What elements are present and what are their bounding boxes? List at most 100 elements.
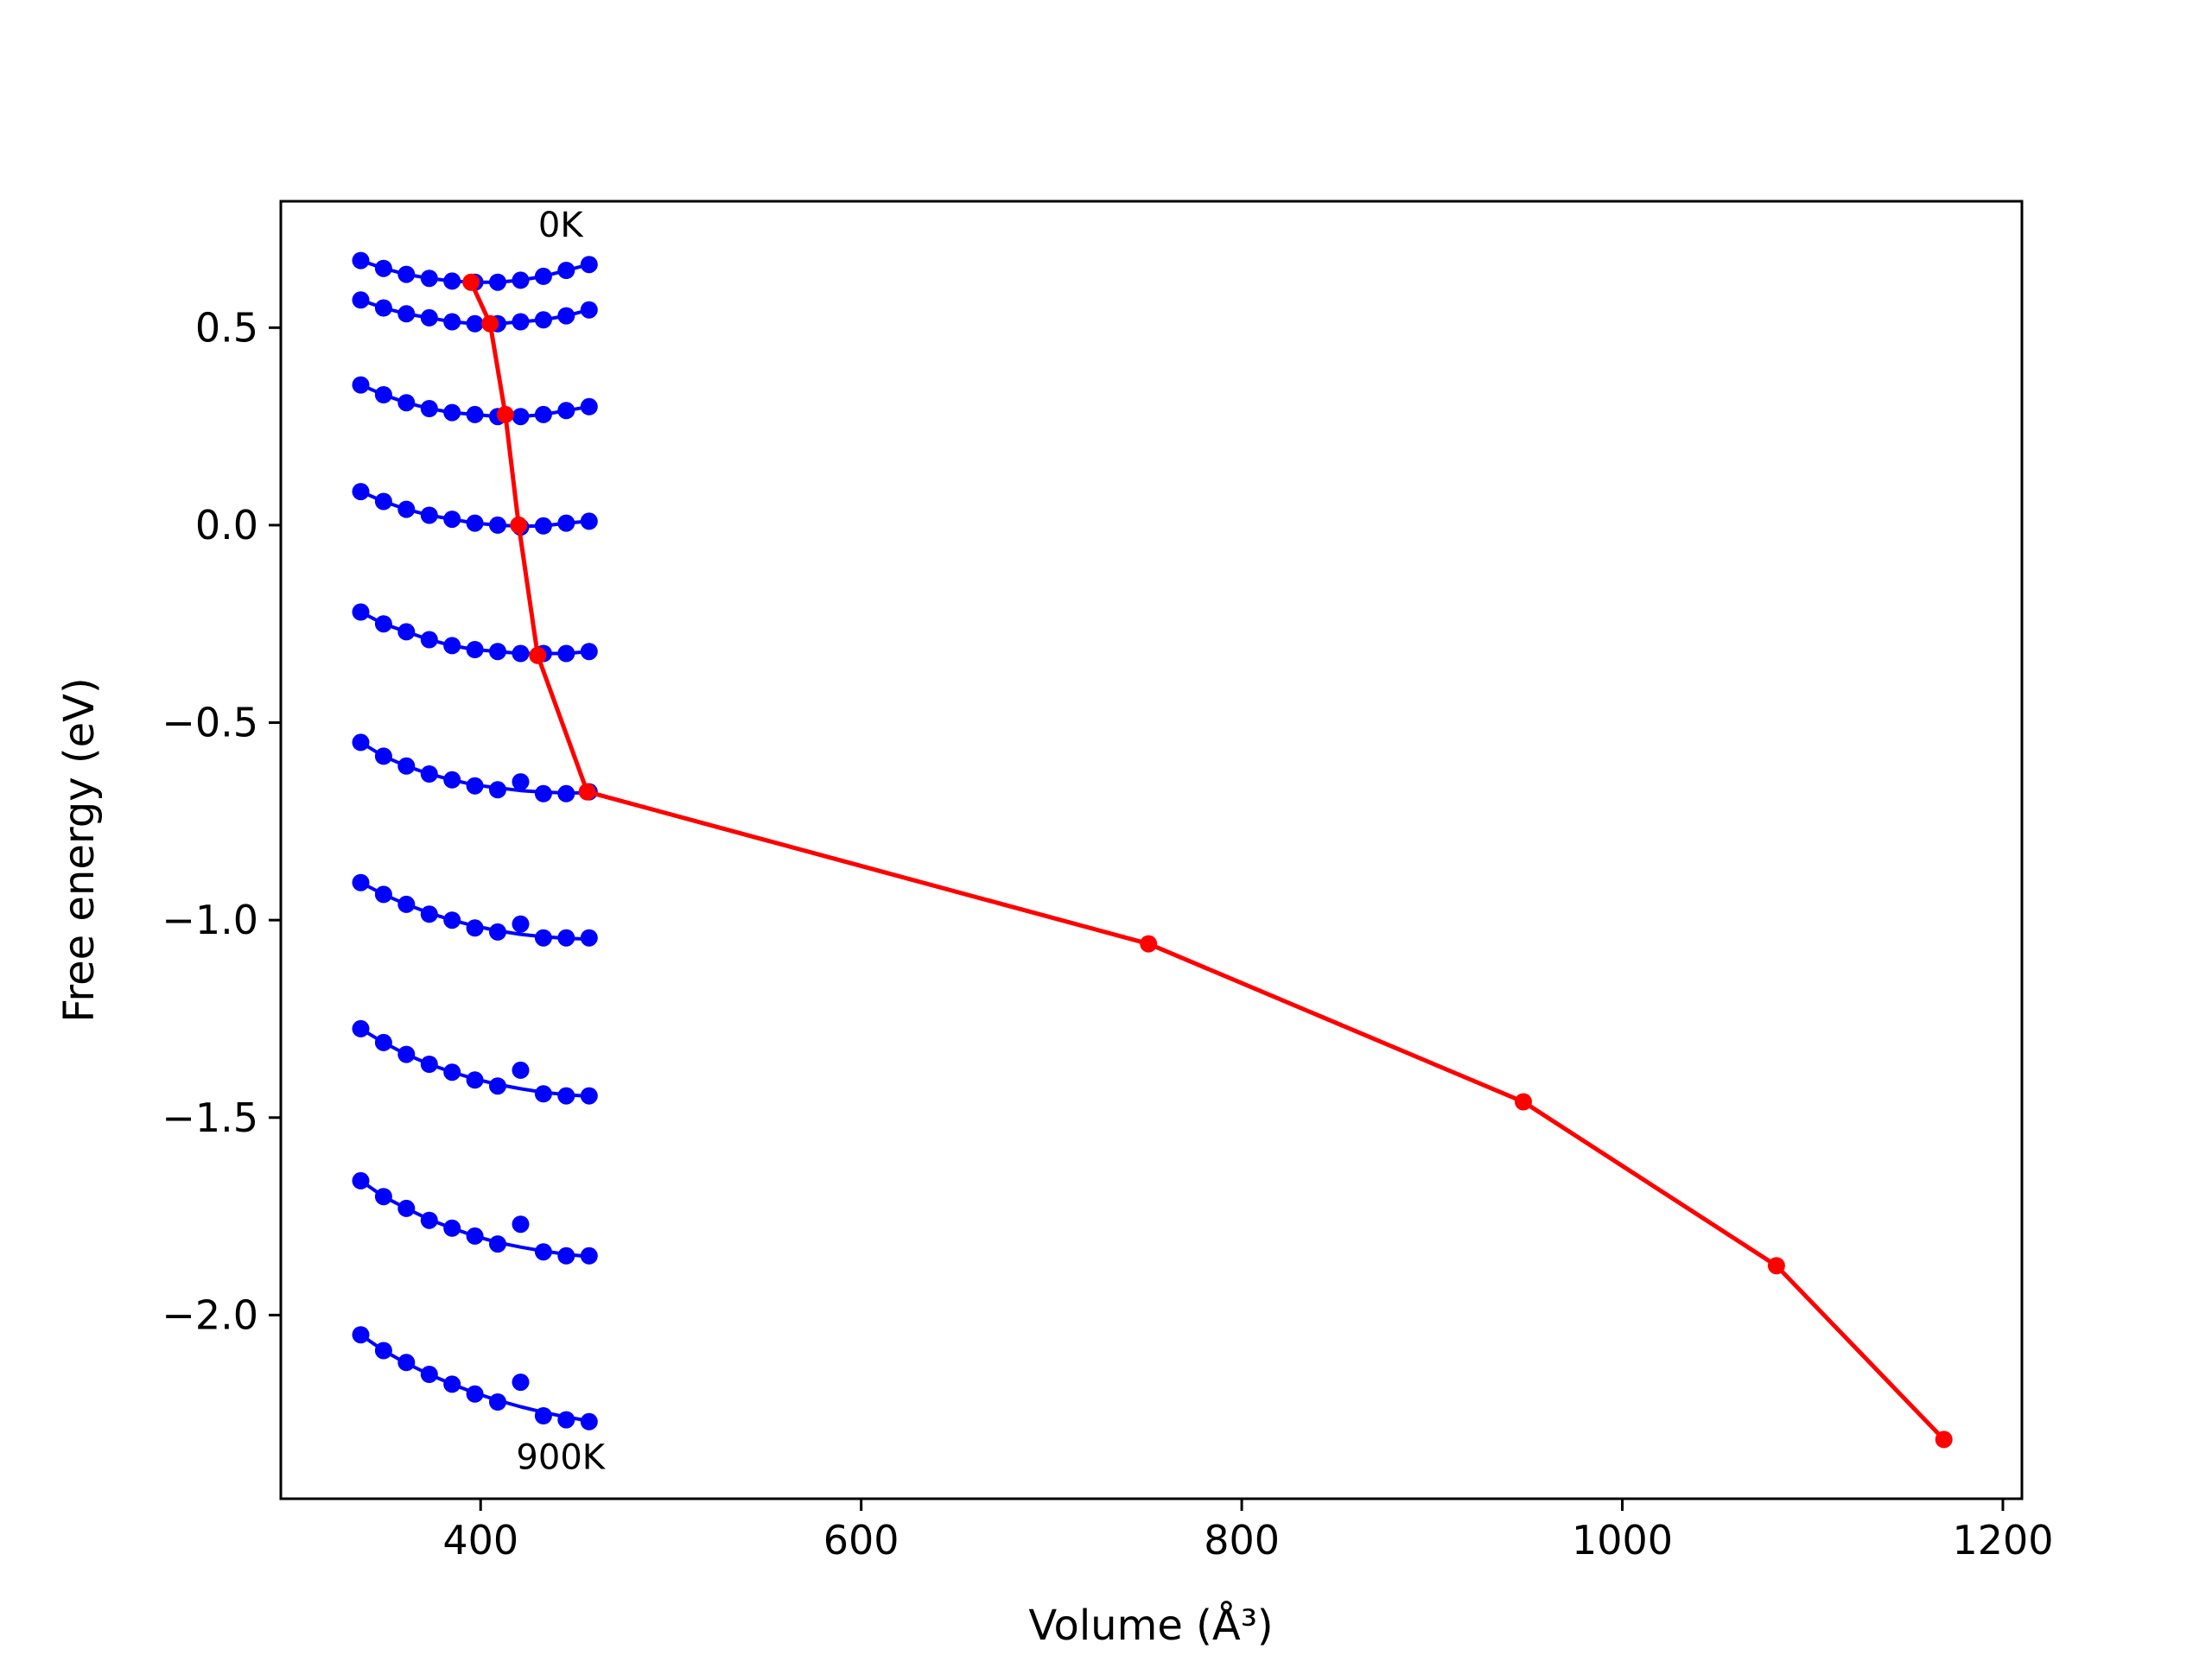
isotherm-point-9-5 — [466, 1385, 484, 1403]
isotherm-point-8-0 — [352, 1171, 370, 1189]
isotherm-point-4-10 — [580, 643, 598, 661]
isotherm-point-2-1 — [374, 386, 392, 403]
isotherm-point-8-2 — [397, 1199, 416, 1217]
isotherm-point-7-5 — [466, 1071, 484, 1089]
isotherm-point-7-2 — [397, 1045, 416, 1063]
isotherm-point-7-1 — [374, 1033, 392, 1051]
isotherm-point-1-0 — [352, 291, 370, 309]
isotherm-point-4-2 — [397, 623, 416, 641]
envelope-line — [468, 281, 1946, 1442]
isotherm-point-8-1 — [374, 1188, 392, 1206]
isotherm-point-4-0 — [352, 603, 370, 621]
isotherm-point-4-5 — [466, 641, 484, 658]
isotherm-point-8-4 — [443, 1219, 461, 1237]
isotherm-point-8-5 — [466, 1227, 484, 1245]
isotherm-point-8-8 — [534, 1243, 552, 1261]
isotherm-point-6-9 — [557, 929, 575, 947]
isotherm-point-5-5 — [466, 777, 484, 795]
isotherm-point-3-4 — [443, 511, 461, 529]
y-axis-label: Free energy (eV) — [55, 677, 104, 1022]
isotherm-point-7-10 — [580, 1087, 598, 1105]
envelope-point-4 — [529, 646, 547, 664]
y-tick-label: 0.0 — [195, 502, 258, 549]
isotherm-point-8-10 — [580, 1246, 598, 1265]
isotherm-point-5-4 — [443, 771, 461, 789]
isotherm-point-0-1 — [374, 259, 392, 277]
isotherm-point-7-8 — [534, 1085, 552, 1103]
isotherm-point-1-2 — [397, 305, 416, 323]
envelope-point-1 — [481, 314, 499, 333]
isotherm-point-6-2 — [397, 895, 416, 913]
x-tick-label: 1200 — [1952, 1517, 2053, 1564]
envelope-point-5 — [578, 783, 596, 801]
annotations-group: 0K 900K — [516, 206, 606, 1478]
y-axis-ticks: 0.5 0.0 −0.5 −1.0 −1.5 −2.0 — [162, 304, 281, 1338]
isotherm-point-5-8 — [534, 784, 552, 802]
isotherm-point-1-1 — [374, 299, 392, 317]
isotherm-point-1-9 — [557, 307, 575, 325]
isotherm-point-3-5 — [466, 514, 484, 532]
isotherm-point-7-0 — [352, 1019, 370, 1037]
isotherm-point-2-10 — [580, 397, 598, 416]
isotherm-point-5-7 — [512, 773, 530, 791]
isotherm-point-8-7 — [512, 1215, 530, 1234]
isotherm-point-0-10 — [580, 256, 598, 274]
isotherm-point-9-1 — [374, 1342, 392, 1360]
isotherm-point-5-3 — [420, 765, 438, 783]
isotherm-point-2-0 — [352, 376, 370, 394]
isotherm-point-2-2 — [397, 394, 416, 412]
x-axis-label: Volume (Å³) — [1028, 1601, 1273, 1650]
y-tick-label: 0.5 — [195, 304, 258, 351]
isotherm-point-3-8 — [534, 517, 552, 535]
isotherm-point-4-6 — [489, 643, 506, 661]
isotherm-point-6-8 — [534, 929, 552, 947]
isotherm-point-2-9 — [557, 402, 575, 420]
x-axis-ticks: 400 600 800 1000 1200 — [442, 1499, 2054, 1564]
y-tick-label: −1.0 — [162, 897, 258, 943]
y-tick-label: −1.5 — [162, 1094, 258, 1141]
isotherm-point-6-5 — [466, 919, 484, 937]
isotherm-point-4-1 — [374, 615, 392, 633]
isotherm-point-2-3 — [420, 400, 438, 417]
isotherm-point-0-3 — [420, 270, 438, 288]
isotherm-point-0-4 — [443, 272, 461, 290]
isotherm-point-1-7 — [512, 313, 530, 331]
isotherm-point-3-2 — [397, 500, 416, 518]
isotherm-point-4-4 — [443, 637, 461, 655]
isotherm-point-9-6 — [489, 1393, 506, 1411]
isotherm-point-1-5 — [466, 314, 484, 333]
isotherm-point-9-2 — [397, 1354, 416, 1372]
isotherm-point-2-8 — [534, 405, 552, 423]
isotherm-point-4-9 — [557, 644, 575, 663]
isotherm-point-3-1 — [374, 492, 392, 511]
isotherm-point-5-9 — [557, 784, 575, 802]
isotherm-point-6-7 — [512, 915, 530, 933]
isotherm-point-0-8 — [534, 267, 552, 285]
x-tick-label: 600 — [823, 1517, 899, 1564]
isotherm-point-9-10 — [580, 1412, 598, 1430]
envelope-point-9 — [1935, 1430, 1953, 1449]
envelope-point-6 — [1140, 935, 1158, 953]
isotherm-point-7-9 — [557, 1087, 575, 1105]
envelope-point-0 — [462, 273, 480, 291]
isotherm-point-1-4 — [443, 313, 461, 331]
isotherm-point-5-1 — [374, 747, 392, 765]
isotherm-point-0-0 — [352, 251, 370, 270]
plot-area — [279, 200, 2024, 1500]
y-tick-label: −0.5 — [162, 700, 258, 746]
isotherm-point-0-7 — [512, 271, 530, 289]
annotation-label-0: 0K — [538, 206, 584, 245]
isotherm-point-6-10 — [580, 929, 598, 947]
isotherm-point-9-3 — [420, 1366, 438, 1383]
isotherm-point-1-10 — [580, 301, 598, 319]
isotherm-point-5-2 — [397, 757, 416, 775]
isotherm-point-6-1 — [374, 885, 392, 904]
isotherm-point-4-7 — [512, 644, 530, 663]
envelope-point-7 — [1515, 1093, 1532, 1111]
isotherm-point-2-5 — [466, 405, 484, 423]
isotherm-point-0-6 — [489, 273, 506, 291]
isotherm-point-1-8 — [534, 311, 552, 329]
envelope-point-8 — [1767, 1257, 1785, 1275]
x-tick-label: 400 — [442, 1517, 518, 1564]
